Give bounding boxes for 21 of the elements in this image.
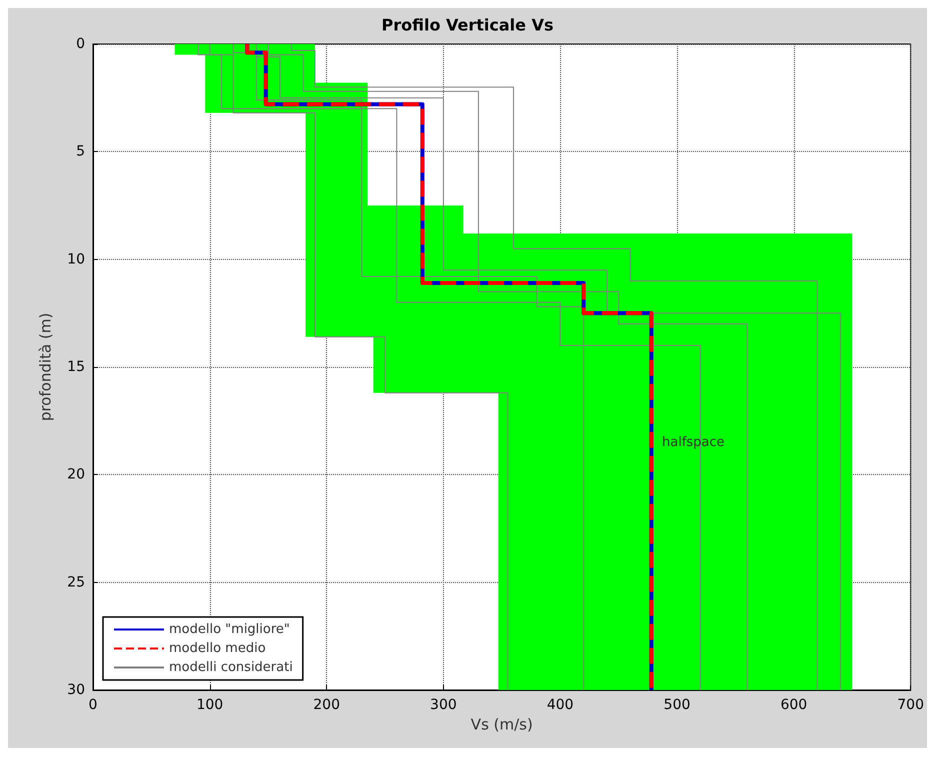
x-tick-label: 400 xyxy=(546,697,574,713)
legend-label: modello "migliore" xyxy=(169,622,290,637)
y-tick-label: 15 xyxy=(67,359,85,375)
x-tick-label: 200 xyxy=(313,697,340,713)
y-tick-label: 0 xyxy=(76,36,85,52)
y-tick-label: 5 xyxy=(76,144,85,160)
x-tick-label: 100 xyxy=(196,697,224,713)
y-tick-label: 25 xyxy=(67,574,85,590)
y-tick-label: 30 xyxy=(67,682,85,698)
x-axis-title: Vs (m/s) xyxy=(470,715,533,734)
x-tick-label: 0 xyxy=(88,697,98,713)
chart-title: Profilo Verticale Vs xyxy=(382,16,554,34)
x-tick-label: 600 xyxy=(780,697,808,713)
y-tick-label: 20 xyxy=(67,466,85,483)
x-tick-label: 500 xyxy=(664,697,690,713)
y-tick-label: 10 xyxy=(67,251,85,268)
x-tick-label: 300 xyxy=(430,697,457,713)
x-tick-label: 700 xyxy=(897,697,924,713)
y-axis-title: profondità (m) xyxy=(36,312,54,422)
legend-label: modello medio xyxy=(169,641,266,656)
legend-label: modelli considerati xyxy=(169,660,293,675)
